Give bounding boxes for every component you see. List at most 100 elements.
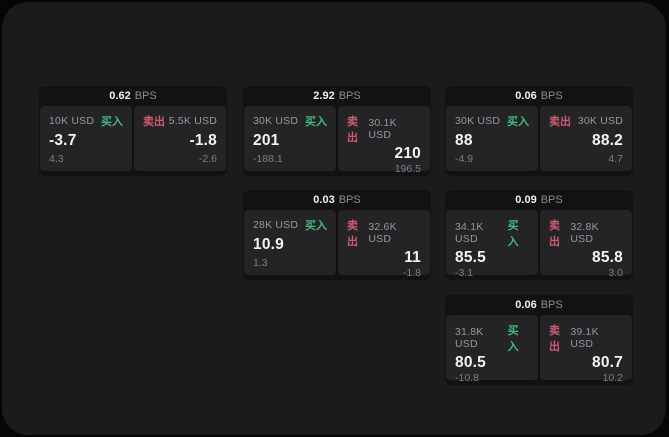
buy-tile-top: 10K USD 买入 <box>49 113 123 129</box>
buy-tile[interactable]: 31.8K USD 买入 80.5 -10.8 <box>446 315 538 384</box>
sell-size-label: 32.6K USD <box>368 221 397 245</box>
quote-card: 0.06 BPS 31.8K USD 买入 80.5 -10.8 卖出 39.1… <box>445 295 633 385</box>
quote-body: 28K USD 买入 10.9 1.3 卖出 32.6K USD 11 -1.8 <box>243 210 431 279</box>
sell-tile[interactable]: 卖出 30.1K USD 210 196.5 <box>338 106 430 175</box>
sell-size-label: 30.1K USD <box>368 117 397 141</box>
bps-value: 2.92 <box>313 90 335 102</box>
sell-size-label: 32.8K USD <box>570 221 599 245</box>
buy-delta: -4.9 <box>455 153 474 165</box>
sell-price: 88.2 <box>592 132 623 149</box>
quote-card: 0.03 BPS 28K USD 买入 10.9 1.3 卖出 32.6K US… <box>243 190 431 280</box>
quote-body: 10K USD 买入 -3.7 4.3 卖出 5.5K USD -1.8 -2.… <box>39 106 227 171</box>
sell-tile[interactable]: 卖出 5.5K USD -1.8 -2.6 <box>134 106 226 171</box>
sell-tile-top: 卖出 32.6K USD <box>347 217 421 249</box>
bps-unit-label: BPS <box>338 90 361 102</box>
buy-side-tag: 买入 <box>305 116 327 128</box>
sell-price: 11 <box>404 249 421 266</box>
bps-unit-label: BPS <box>540 299 563 311</box>
buy-size-label: 28K USD <box>253 219 299 231</box>
quote-card: 0.09 BPS 34.1K USD 买入 85.5 -3.1 卖出 32.8K… <box>445 190 633 280</box>
buy-price: 85.5 <box>455 249 486 266</box>
buy-tile-top: 28K USD 买入 <box>253 217 327 233</box>
sell-side-tag: 卖出 <box>549 116 571 128</box>
quote-card: 2.92 BPS 30K USD 买入 201 -188.1 卖出 30.1K … <box>243 86 431 176</box>
buy-tile[interactable]: 30K USD 买入 201 -188.1 <box>244 106 336 171</box>
buy-tile[interactable]: 34.1K USD 买入 85.5 -3.1 <box>446 210 538 279</box>
sell-side-tag: 卖出 <box>549 220 560 248</box>
sell-tile-top: 卖出 39.1K USD <box>549 322 623 354</box>
buy-delta: 4.3 <box>49 153 64 165</box>
buy-delta: -188.1 <box>253 153 283 165</box>
buy-price: 80.5 <box>455 354 486 371</box>
quote-card: 0.06 BPS 30K USD 买入 88 -4.9 卖出 30K USD 8… <box>445 86 633 176</box>
buy-tile[interactable]: 30K USD 买入 88 -4.9 <box>446 106 538 171</box>
quote-body: 30K USD 买入 88 -4.9 卖出 30K USD 88.2 4.7 <box>445 106 633 171</box>
quote-body: 34.1K USD 买入 85.5 -3.1 卖出 32.8K USD 85.8… <box>445 210 633 279</box>
buy-side-tag: 买入 <box>305 220 327 232</box>
quote-body: 30K USD 买入 201 -188.1 卖出 30.1K USD 210 1… <box>243 106 431 175</box>
buy-tile[interactable]: 10K USD 买入 -3.7 4.3 <box>40 106 132 171</box>
buy-tile-top: 30K USD 买入 <box>455 113 529 129</box>
buy-delta: -10.8 <box>455 372 479 384</box>
buy-price: -3.7 <box>49 132 77 149</box>
buy-size-label: 30K USD <box>253 115 299 127</box>
sell-price: -1.8 <box>189 132 217 149</box>
buy-tile[interactable]: 28K USD 买入 10.9 1.3 <box>244 210 336 275</box>
buy-delta: -3.1 <box>455 267 474 279</box>
bps-value: 0.09 <box>515 194 537 206</box>
bps-unit-label: BPS <box>540 194 563 206</box>
sell-delta: 10.2 <box>602 372 623 384</box>
sell-price: 80.7 <box>592 354 623 371</box>
bps-value: 0.06 <box>515 90 537 102</box>
sell-delta: 3.0 <box>608 267 623 279</box>
sell-tile[interactable]: 卖出 39.1K USD 80.7 10.2 <box>540 315 632 384</box>
sell-tile-top: 卖出 5.5K USD <box>143 113 217 129</box>
sell-tile[interactable]: 卖出 32.6K USD 11 -1.8 <box>338 210 430 279</box>
bps-header: 0.06 BPS <box>445 295 633 315</box>
sell-delta: -1.8 <box>402 267 421 279</box>
quote-body: 31.8K USD 买入 80.5 -10.8 卖出 39.1K USD 80.… <box>445 315 633 384</box>
bps-header: 0.62 BPS <box>39 86 227 106</box>
sell-size-label: 5.5K USD <box>168 115 217 127</box>
sell-side-tag: 卖出 <box>347 116 358 144</box>
sell-tile-top: 卖出 30K USD <box>549 113 623 129</box>
buy-side-tag: 买入 <box>507 220 519 248</box>
sell-size-label: 39.1K USD <box>570 326 599 350</box>
buy-tile-top: 30K USD 买入 <box>253 113 327 129</box>
sell-delta: -2.6 <box>198 153 217 165</box>
sell-tile[interactable]: 卖出 32.8K USD 85.8 3.0 <box>540 210 632 279</box>
buy-price: 88 <box>455 132 473 149</box>
bps-value: 0.06 <box>515 299 537 311</box>
bps-unit-label: BPS <box>134 90 157 102</box>
bps-header: 0.03 BPS <box>243 190 431 210</box>
buy-price: 201 <box>253 132 280 149</box>
bps-header: 0.06 BPS <box>445 86 633 106</box>
bps-unit-label: BPS <box>540 90 563 102</box>
sell-tile[interactable]: 卖出 30K USD 88.2 4.7 <box>540 106 632 171</box>
sell-tile-top: 卖出 30.1K USD <box>347 113 421 145</box>
bps-header: 2.92 BPS <box>243 86 431 106</box>
sell-delta: 196.5 <box>394 163 421 175</box>
sell-price: 85.8 <box>592 249 623 266</box>
buy-delta: 1.3 <box>253 257 268 269</box>
sell-side-tag: 卖出 <box>347 220 358 248</box>
sell-size-label: 30K USD <box>577 115 623 127</box>
buy-side-tag: 买入 <box>507 325 519 353</box>
buy-size-label: 30K USD <box>455 115 501 127</box>
bps-unit-label: BPS <box>338 194 361 206</box>
buy-size-label: 31.8K USD <box>455 326 484 350</box>
buy-tile-top: 31.8K USD 买入 <box>455 322 529 354</box>
buy-size-label: 34.1K USD <box>455 221 484 245</box>
bps-value: 0.62 <box>109 90 131 102</box>
buy-side-tag: 买入 <box>101 116 123 128</box>
bps-value: 0.03 <box>313 194 335 206</box>
quote-card: 0.62 BPS 10K USD 买入 -3.7 4.3 卖出 5.5K USD… <box>39 86 227 176</box>
buy-tile-top: 34.1K USD 买入 <box>455 217 529 249</box>
buy-price: 10.9 <box>253 236 284 253</box>
sell-side-tag: 卖出 <box>143 116 165 128</box>
sell-price: 210 <box>394 145 421 162</box>
sell-delta: 4.7 <box>608 153 623 165</box>
bps-header: 0.09 BPS <box>445 190 633 210</box>
